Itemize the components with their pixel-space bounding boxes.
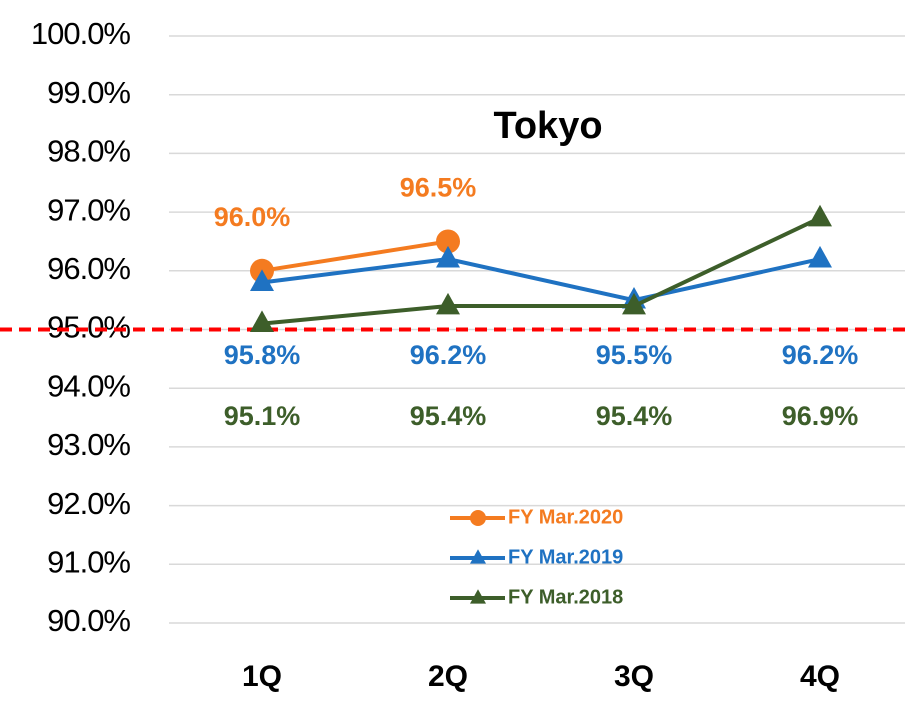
y-tick-label: 96.0% <box>47 251 130 286</box>
y-tick-label: 94.0% <box>47 368 130 403</box>
marker <box>808 204 832 227</box>
x-tick-label: 4Q <box>800 660 840 693</box>
marker <box>436 245 460 268</box>
data-label: 95.4% <box>596 401 673 431</box>
data-label: 96.0% <box>214 202 291 232</box>
chart-title: Tokyo <box>493 105 602 147</box>
marker <box>470 549 486 564</box>
y-tick-label: 95.0% <box>47 310 130 345</box>
data-label: 95.5% <box>596 340 673 370</box>
legend-label: FY Mar.2019 <box>508 546 623 568</box>
marker <box>436 229 460 254</box>
data-label: 96.9% <box>782 401 859 431</box>
marker <box>436 292 460 315</box>
data-label: 96.2% <box>782 340 859 370</box>
y-tick-label: 100.0% <box>31 16 131 51</box>
x-tick-label: 3Q <box>614 660 654 693</box>
x-tick-label: 1Q <box>242 660 282 693</box>
y-tick-label: 93.0% <box>47 427 130 462</box>
marker <box>622 292 646 315</box>
series-line <box>261 216 821 326</box>
series-line <box>261 239 449 273</box>
y-tick-label: 99.0% <box>47 75 130 110</box>
data-label: 96.5% <box>400 173 477 203</box>
data-label: 95.8% <box>224 340 301 370</box>
series-line <box>261 257 821 303</box>
y-tick-label: 91.0% <box>47 544 130 579</box>
data-label: 95.4% <box>410 401 487 431</box>
y-tick-label: 90.0% <box>47 603 130 638</box>
x-tick-label: 2Q <box>428 660 468 693</box>
legend-label: FY Mar.2020 <box>508 506 623 528</box>
marker <box>470 589 486 604</box>
marker <box>250 310 274 333</box>
marker <box>250 269 274 291</box>
data-label: 96.2% <box>410 340 487 370</box>
y-tick-label: 92.0% <box>47 486 130 521</box>
data-label: 95.1% <box>224 401 301 431</box>
marker <box>470 510 486 526</box>
marker <box>808 245 832 268</box>
legend-label: FY Mar.2018 <box>508 586 623 608</box>
y-tick-label: 97.0% <box>47 192 130 227</box>
y-tick-label: 98.0% <box>47 134 130 169</box>
